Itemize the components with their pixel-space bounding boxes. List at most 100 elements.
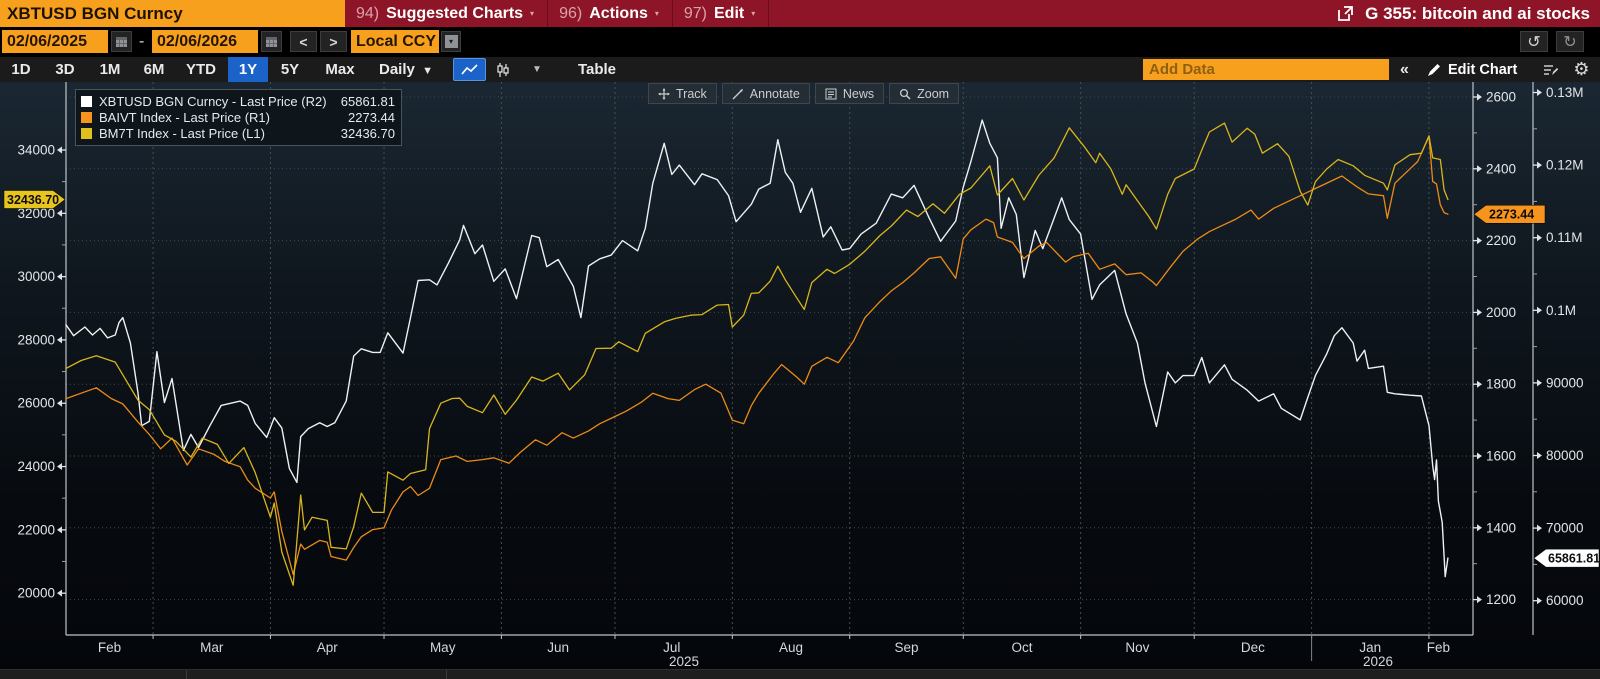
chart-legend: XBTUSD BGN Curncy - Last Price (R2) 6586… — [75, 89, 402, 146]
window-footer — [0, 669, 1600, 679]
title-bar: XBTUSD BGN Curncy 94) Suggested Charts ▾… — [0, 0, 1600, 27]
news-button[interactable]: News — [814, 83, 885, 104]
period-select[interactable]: Daily ▼ — [368, 57, 444, 82]
svg-text:20000: 20000 — [17, 586, 55, 601]
menu-number: 97) — [683, 4, 707, 22]
svg-text:80000: 80000 — [1546, 448, 1584, 463]
redo-button[interactable]: ↻ — [1556, 31, 1584, 52]
svg-text:32000: 32000 — [17, 206, 55, 221]
svg-text:May: May — [430, 640, 456, 655]
range-3d[interactable]: 3D — [55, 61, 75, 78]
svg-text:0.1M: 0.1M — [1546, 303, 1576, 318]
edit-chart-button[interactable]: Edit Chart — [1420, 59, 1524, 80]
chart-note-label: G 355: bitcoin and ai stocks — [1365, 3, 1590, 23]
currency-select[interactable]: Local CCY — [351, 30, 439, 53]
legend-label: BM7T Index - Last Price (L1) — [99, 125, 265, 141]
undo-button[interactable]: ↺ — [1520, 31, 1548, 52]
menu-suggested-charts[interactable]: 94) Suggested Charts ▾ — [345, 0, 549, 27]
legend-value: 32436.70 — [340, 125, 395, 141]
range-1d[interactable]: 1D — [11, 61, 31, 78]
range-ytd[interactable]: YTD — [186, 61, 216, 78]
line-chart-type-button[interactable] — [453, 58, 486, 81]
next-period-button[interactable]: > — [320, 31, 347, 52]
footer-divider — [446, 670, 447, 679]
svg-text:34000: 34000 — [17, 143, 55, 158]
dropdown-caret-icon: ▼ — [419, 65, 433, 77]
svg-text:2600: 2600 — [1486, 90, 1516, 105]
chevron-down-icon: ▾ — [654, 9, 659, 18]
svg-text:Apr: Apr — [317, 640, 339, 655]
svg-text:26000: 26000 — [17, 396, 55, 411]
annotate-button[interactable]: Annotate — [721, 83, 810, 104]
range-5y[interactable]: 5Y — [280, 61, 300, 78]
svg-text:Jan: Jan — [1359, 640, 1381, 655]
redo-icon: ↻ — [1563, 33, 1577, 51]
calendar-icon[interactable] — [261, 31, 282, 52]
pencil-icon — [1428, 63, 1440, 76]
range-6m[interactable]: 6M — [143, 61, 165, 78]
footer-divider — [186, 670, 187, 679]
svg-text:Jul: Jul — [663, 640, 680, 655]
svg-text:90000: 90000 — [1546, 375, 1584, 390]
track-label: Track — [676, 86, 707, 101]
legend-value: 2273.44 — [348, 109, 395, 125]
magnifier-icon — [900, 88, 911, 100]
calendar-icon[interactable] — [111, 31, 132, 52]
chart-type-dropdown-button[interactable]: ▼ — [524, 58, 550, 81]
track-button[interactable]: Track — [648, 83, 717, 104]
chart-note: G 355: bitcoin and ai stocks — [1337, 0, 1600, 27]
chart-toolbar: 1D 3D 1M 6M YTD 1Y 5Y Max Daily ▼ ▼ — [0, 57, 1600, 82]
svg-text:0.11M: 0.11M — [1546, 230, 1583, 245]
series-swatch — [81, 127, 92, 139]
svg-text:Sep: Sep — [894, 640, 918, 655]
currency-dropdown-button[interactable]: ▾ — [441, 31, 461, 52]
legend-row-baivt[interactable]: BAIVT Index - Last Price (R1) 2273.44 — [81, 109, 395, 125]
add-data-input[interactable] — [1143, 59, 1389, 80]
range-1y[interactable]: 1Y — [228, 57, 268, 82]
annotation-settings-button[interactable] — [1538, 59, 1563, 80]
period-label: Daily — [379, 61, 415, 78]
date-from-field[interactable]: 02/06/2025 — [2, 30, 108, 53]
menu-edit[interactable]: 97) Edit ▾ — [673, 0, 770, 27]
chart-float-toolbar: Track Annotate News Zoom — [648, 83, 960, 104]
news-list-icon — [825, 88, 837, 99]
range-1m[interactable]: 1M — [99, 61, 121, 78]
date-toolbar: 02/06/2025 - 02/06/2026 < > Local CCY ▾ … — [0, 27, 1600, 57]
svg-text:22000: 22000 — [17, 522, 55, 537]
legend-value: 65861.81 — [340, 93, 395, 109]
svg-text:0.13M: 0.13M — [1546, 85, 1584, 100]
settings-button[interactable]: ⚙ — [1568, 58, 1595, 81]
svg-text:2400: 2400 — [1486, 161, 1516, 176]
svg-text:Nov: Nov — [1125, 640, 1149, 655]
candlestick-icon — [497, 62, 509, 77]
svg-text:60000: 60000 — [1546, 593, 1584, 608]
chevron-down-icon: ▼ — [532, 64, 542, 75]
prev-period-button[interactable]: < — [290, 31, 317, 52]
svg-text:1600: 1600 — [1486, 449, 1516, 464]
menu-actions[interactable]: 96) Actions ▾ — [548, 0, 673, 27]
legend-row-bm7t[interactable]: BM7T Index - Last Price (L1) 32436.70 — [81, 125, 395, 141]
svg-text:28000: 28000 — [17, 332, 55, 347]
security-ticker-field[interactable]: XBTUSD BGN Curncy — [0, 0, 345, 27]
collapse-panel-button[interactable]: « — [1400, 60, 1409, 78]
svg-text:32436.70: 32436.70 — [7, 193, 59, 207]
range-max[interactable]: Max — [325, 61, 355, 78]
date-to-field[interactable]: 02/06/2026 — [152, 30, 258, 53]
svg-text:1800: 1800 — [1486, 377, 1516, 392]
table-button[interactable]: Table — [577, 61, 617, 78]
svg-text:Dec: Dec — [1241, 640, 1265, 655]
zoom-button[interactable]: Zoom — [889, 83, 960, 104]
svg-text:70000: 70000 — [1546, 521, 1584, 536]
legend-row-xbtusd[interactable]: XBTUSD BGN Curncy - Last Price (R2) 6586… — [81, 93, 395, 109]
svg-text:1200: 1200 — [1486, 592, 1516, 607]
svg-text:24000: 24000 — [17, 459, 55, 474]
menu-label: Suggested Charts — [386, 4, 524, 22]
date-range-separator: - — [139, 33, 145, 50]
svg-text:Oct: Oct — [1011, 640, 1032, 655]
candlestick-chart-type-button[interactable] — [490, 58, 516, 81]
export-icon[interactable] — [1337, 5, 1354, 22]
svg-text:2025: 2025 — [669, 654, 699, 669]
series-swatch — [81, 111, 92, 123]
svg-text:0.12M: 0.12M — [1546, 158, 1584, 173]
